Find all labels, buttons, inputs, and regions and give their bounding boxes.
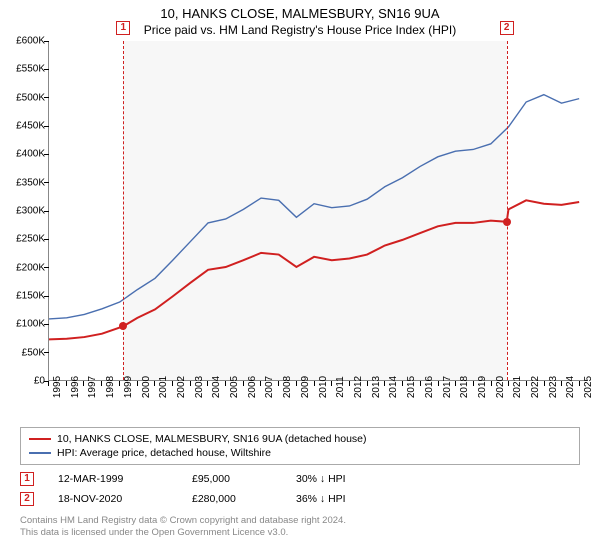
x-tick-label: 1995 <box>52 376 63 398</box>
attribution-line: This data is licensed under the Open Gov… <box>20 527 580 539</box>
data-point-dot <box>119 322 127 330</box>
sale-date: 18-NOV-2020 <box>58 493 168 505</box>
event-marker-icon: 2 <box>500 21 514 35</box>
x-tick-label: 2021 <box>512 376 523 398</box>
sale-delta: 36% ↓ HPI <box>296 493 346 505</box>
legend-label: 10, HANKS CLOSE, MALMESBURY, SN16 9UA (d… <box>57 433 367 445</box>
x-tick-label: 2022 <box>530 376 541 398</box>
chart-title: 10, HANKS CLOSE, MALMESBURY, SN16 9UA <box>0 0 600 21</box>
x-tick-label: 1997 <box>87 376 98 398</box>
x-tick-label: 1999 <box>123 376 134 398</box>
attribution-line: Contains HM Land Registry data © Crown c… <box>20 515 580 527</box>
x-tick-label: 2012 <box>353 376 364 398</box>
x-tick-label: 2008 <box>282 376 293 398</box>
sale-price: £280,000 <box>192 493 272 505</box>
x-tick-label: 2019 <box>477 376 488 398</box>
sale-row: 2 18-NOV-2020 £280,000 36% ↓ HPI <box>20 489 580 509</box>
plot-area: £0£50K£100K£150K£200K£250K£300K£350K£400… <box>48 41 588 381</box>
x-tick-label: 2003 <box>194 376 205 398</box>
x-tick-label: 1996 <box>70 376 81 398</box>
sale-price: £95,000 <box>192 473 272 485</box>
sales-table: 1 12-MAR-1999 £95,000 30% ↓ HPI 2 18-NOV… <box>20 469 580 509</box>
x-tick-label: 2013 <box>371 376 382 398</box>
legend-item: HPI: Average price, detached house, Wilt… <box>29 446 571 460</box>
chart-container: 10, HANKS CLOSE, MALMESBURY, SN16 9UA Pr… <box>0 0 600 560</box>
data-point-dot <box>503 218 511 226</box>
sale-delta: 30% ↓ HPI <box>296 473 346 485</box>
attribution-text: Contains HM Land Registry data © Crown c… <box>20 515 580 540</box>
sale-row: 1 12-MAR-1999 £95,000 30% ↓ HPI <box>20 469 580 489</box>
x-tick-label: 2004 <box>211 376 222 398</box>
x-tick-label: 2018 <box>459 376 470 398</box>
x-tick-label: 2024 <box>565 376 576 398</box>
x-tick-label: 2016 <box>424 376 435 398</box>
x-tick-label: 2015 <box>406 376 417 398</box>
x-tick-label: 2017 <box>442 376 453 398</box>
legend-swatch-icon <box>29 452 51 454</box>
x-tick-label: 2000 <box>141 376 152 398</box>
x-tick-label: 2023 <box>548 376 559 398</box>
x-tick-label: 2011 <box>335 376 346 398</box>
x-tick-label: 2005 <box>229 376 240 398</box>
x-tick-label: 2009 <box>300 376 311 398</box>
x-tick-label: 2020 <box>495 376 506 398</box>
legend-box: 10, HANKS CLOSE, MALMESBURY, SN16 9UA (d… <box>20 427 580 465</box>
sale-marker-icon: 2 <box>20 492 34 506</box>
x-axis-labels: 1995199619971998199920002001200220032004… <box>48 381 588 421</box>
legend-label: HPI: Average price, detached house, Wilt… <box>57 447 271 459</box>
legend-swatch-icon <box>29 438 51 440</box>
sale-date: 12-MAR-1999 <box>58 473 168 485</box>
x-tick-label: 1998 <box>105 376 116 398</box>
event-marker-icon: 1 <box>116 21 130 35</box>
legend-item: 10, HANKS CLOSE, MALMESBURY, SN16 9UA (d… <box>29 432 571 446</box>
x-tick-label: 2002 <box>176 376 187 398</box>
x-tick-label: 2014 <box>388 376 399 398</box>
x-tick-label: 2001 <box>158 376 169 398</box>
x-tick-label: 2007 <box>264 376 275 398</box>
x-tick-label: 2025 <box>583 376 594 398</box>
sale-marker-icon: 1 <box>20 472 34 486</box>
x-tick-label: 2010 <box>318 376 329 398</box>
x-tick-label: 2006 <box>247 376 258 398</box>
